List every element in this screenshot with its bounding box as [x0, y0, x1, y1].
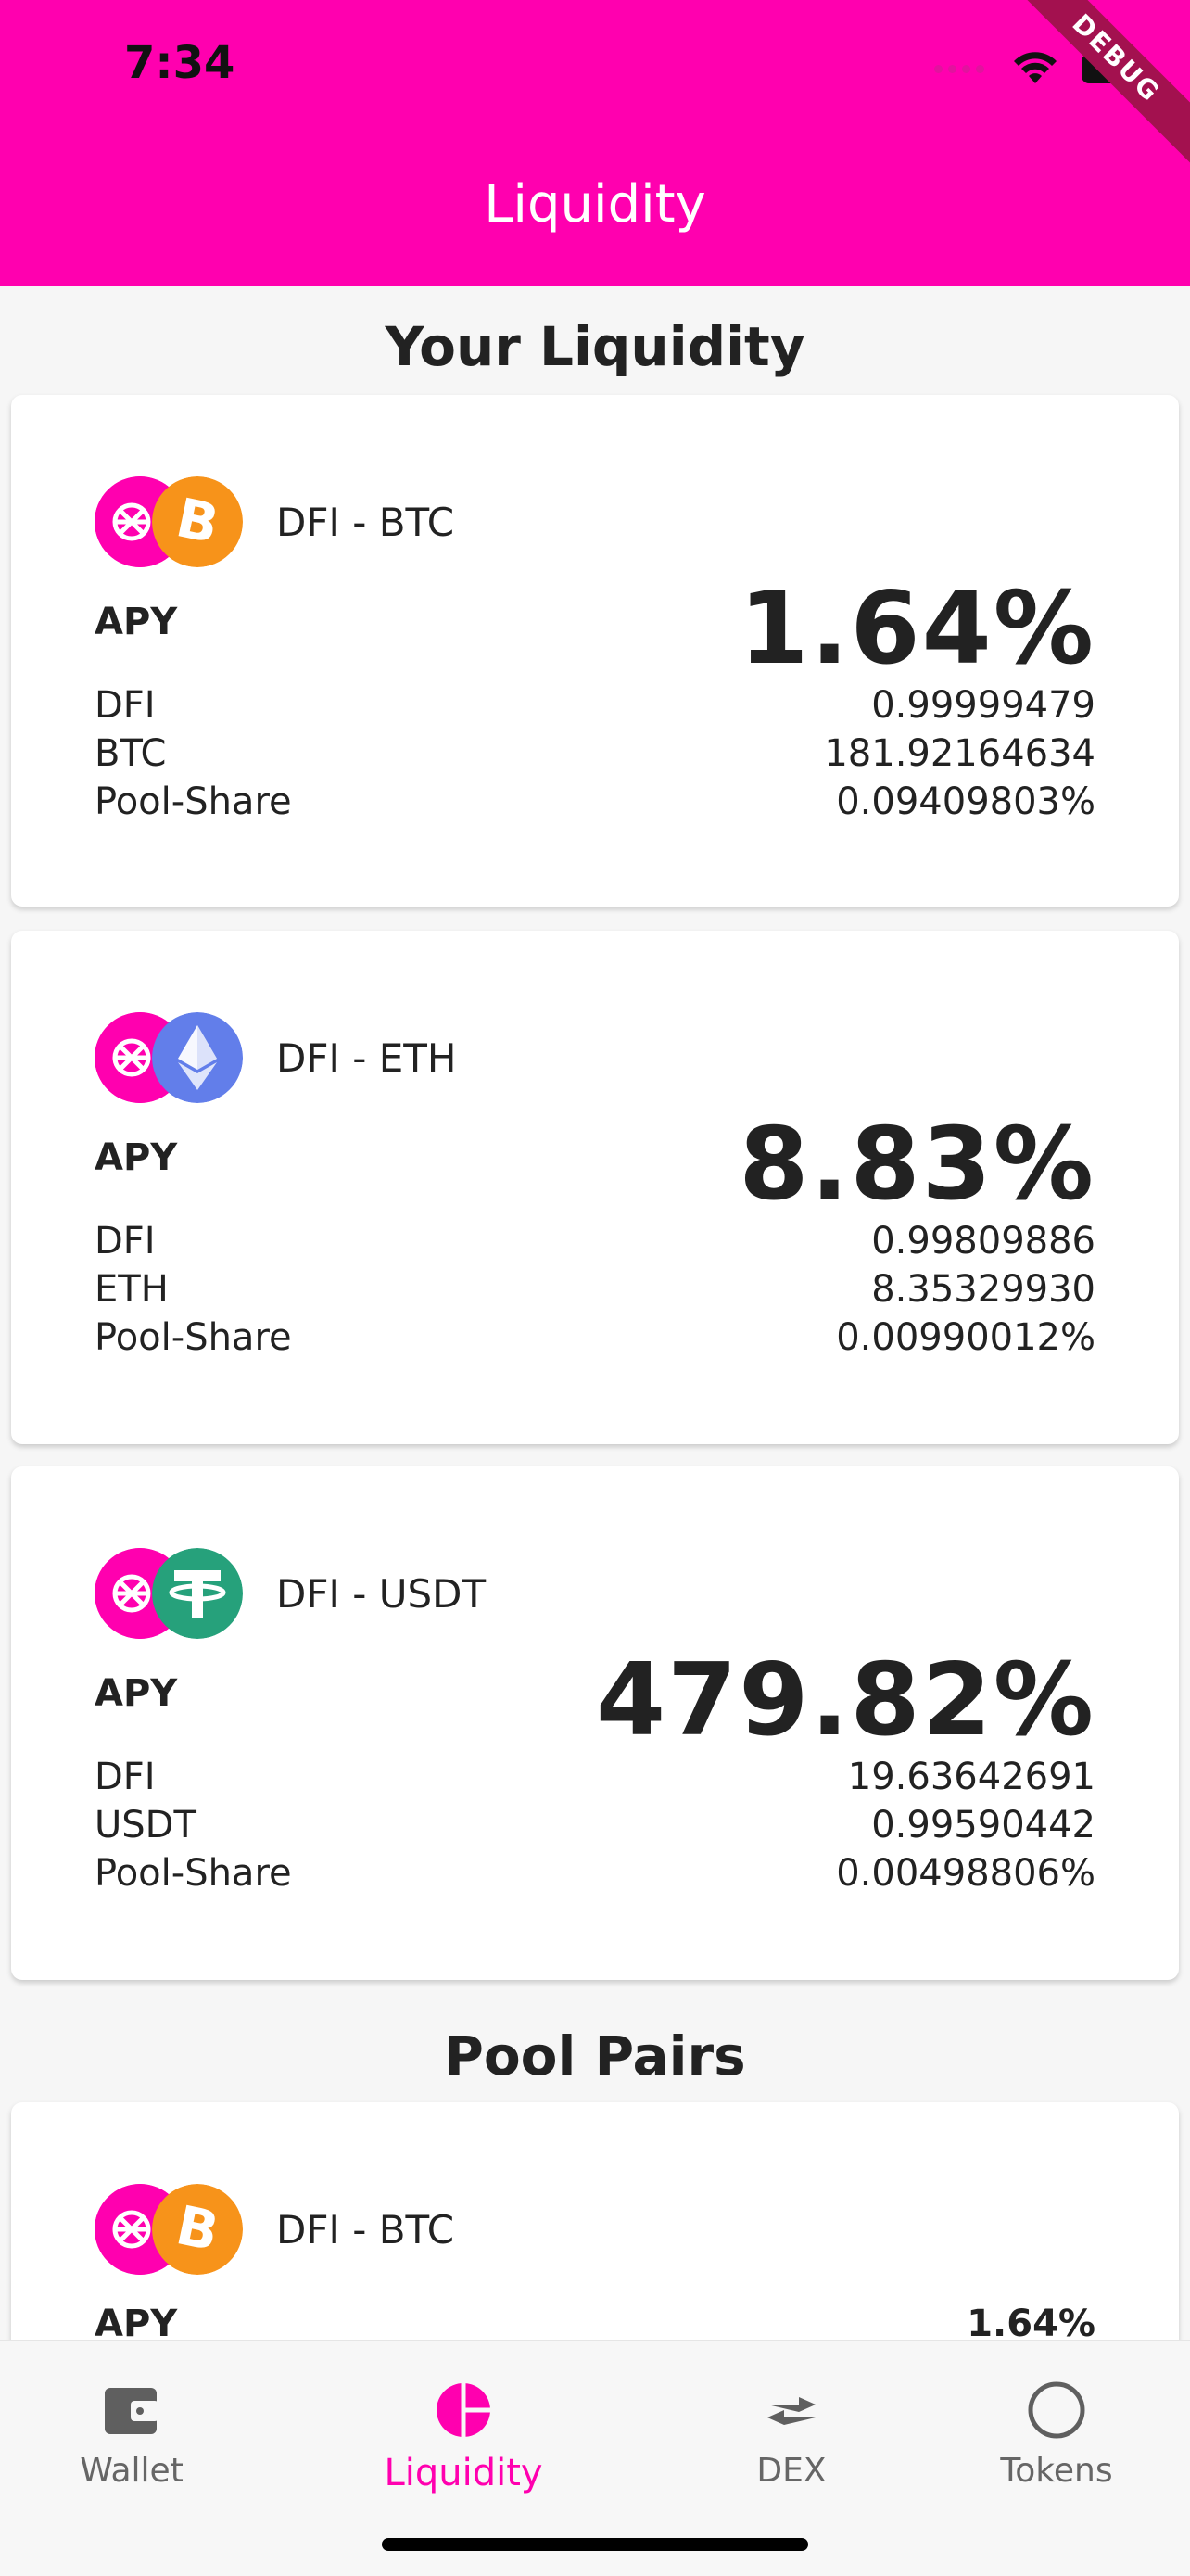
wifi-icon — [1014, 52, 1057, 83]
detail-value: 181.92164634 — [824, 732, 1095, 775]
usdt-coin-icon — [152, 1548, 243, 1639]
detail-row-dfi: DFI 19.63642691 — [95, 1756, 1095, 1798]
btc-coin-icon: B — [152, 476, 243, 567]
detail-label: Pool-Share — [95, 1852, 292, 1895]
nav-label: Wallet — [80, 2452, 184, 2490]
nav-label: Tokens — [1000, 2452, 1113, 2490]
page-title: Liquidity — [484, 174, 706, 235]
apy-value: 1.64% — [739, 571, 1095, 687]
detail-label: ETH — [95, 1268, 169, 1311]
cellular-signal-icon — [934, 64, 984, 73]
nav-item-tokens[interactable]: Tokens — [945, 2368, 1168, 2490]
detail-label: DFI — [95, 1220, 156, 1263]
nav-item-liquidity[interactable]: Liquidity — [352, 2368, 575, 2494]
swap-arrows-icon — [767, 2397, 816, 2425]
detail-row-pool-share: Pool-Share 0.00498806% — [95, 1852, 1095, 1895]
eth-coin-icon — [152, 1012, 243, 1103]
detail-label: BTC — [95, 732, 167, 775]
detail-label: DFI — [95, 1756, 156, 1798]
pair-header: DFI - ETH — [95, 1012, 457, 1103]
nav-label: DEX — [756, 2452, 827, 2490]
pair-coin-icons: B — [95, 476, 243, 567]
liquidity-card-dfi-eth[interactable]: DFI - ETH APY 8.83% DFI 0.99809886 ETH 8… — [11, 931, 1179, 1444]
pair-coin-icons — [95, 1548, 243, 1639]
bottom-navigation: Wallet Liquidity DEX Tokens — [0, 2340, 1190, 2576]
pair-coin-icons: B — [95, 2184, 243, 2275]
detail-value: 8.35329930 — [871, 1268, 1095, 1311]
liquidity-card-dfi-usdt[interactable]: DFI - USDT APY 479.82% DFI 19.63642691 U… — [11, 1466, 1179, 1980]
status-time: 7:34 — [124, 37, 235, 89]
home-indicator[interactable] — [382, 2538, 808, 2551]
debug-banner: DEBUG — [1023, 0, 1190, 167]
detail-value: 0.00498806% — [836, 1852, 1095, 1895]
apy-label: APY — [95, 601, 178, 643]
detail-row-eth: ETH 8.35329930 — [95, 1268, 1095, 1311]
nav-label: Liquidity — [384, 2452, 543, 2494]
circle-icon — [1028, 2381, 1085, 2439]
detail-row-dfi: DFI 0.99999479 — [95, 684, 1095, 727]
pair-name: DFI - USDT — [276, 1570, 487, 1617]
pair-name: DFI - ETH — [276, 1034, 457, 1081]
pie-chart-icon — [437, 2383, 490, 2437]
detail-row-pool-share: Pool-Share 0.00990012% — [95, 1316, 1095, 1359]
detail-label: DFI — [95, 684, 156, 727]
pair-name: DFI - BTC — [276, 2206, 455, 2252]
wallet-icon — [105, 2388, 158, 2434]
detail-value: 0.99809886 — [871, 1220, 1095, 1263]
detail-row-dfi: DFI 0.99809886 — [95, 1220, 1095, 1263]
pool-pairs-title: Pool Pairs — [444, 2024, 746, 2087]
apy-value: 1.64% — [967, 2303, 1095, 2345]
pair-header: DFI - USDT — [95, 1548, 486, 1639]
nav-item-dex[interactable]: DEX — [680, 2368, 903, 2490]
pair-header: B DFI - BTC — [95, 476, 454, 567]
app-header: 7:34 Liquidity — [0, 0, 1190, 286]
apy-value: 8.83% — [739, 1107, 1095, 1223]
apy-label: APY — [95, 1136, 178, 1179]
detail-row-usdt: USDT 0.99590442 — [95, 1804, 1095, 1846]
detail-value: 0.99999479 — [871, 684, 1095, 727]
apy-label: APY — [95, 2303, 178, 2345]
detail-label: Pool-Share — [95, 780, 292, 823]
apy-value: 479.82% — [596, 1643, 1095, 1758]
detail-row-pool-share: Pool-Share 0.09409803% — [95, 780, 1095, 823]
your-liquidity-title: Your Liquidity — [385, 315, 805, 378]
pair-name: DFI - BTC — [276, 499, 455, 545]
apy-label: APY — [95, 1672, 178, 1715]
detail-row-btc: BTC 181.92164634 — [95, 732, 1095, 775]
detail-label: USDT — [95, 1804, 196, 1846]
liquidity-card-dfi-btc[interactable]: B DFI - BTC APY 1.64% DFI 0.99999479 BTC… — [11, 395, 1179, 907]
nav-item-wallet[interactable]: Wallet — [20, 2368, 243, 2490]
detail-value: 0.99590442 — [871, 1804, 1095, 1846]
btc-coin-icon: B — [152, 2184, 243, 2275]
pair-coin-icons — [95, 1012, 243, 1103]
detail-value: 0.00990012% — [836, 1316, 1095, 1359]
detail-value: 0.09409803% — [836, 780, 1095, 823]
detail-value: 19.63642691 — [847, 1756, 1095, 1798]
pair-header: B DFI - BTC — [95, 2184, 454, 2275]
detail-label: Pool-Share — [95, 1316, 292, 1359]
debug-ribbon-label: DEBUG — [1023, 0, 1190, 167]
